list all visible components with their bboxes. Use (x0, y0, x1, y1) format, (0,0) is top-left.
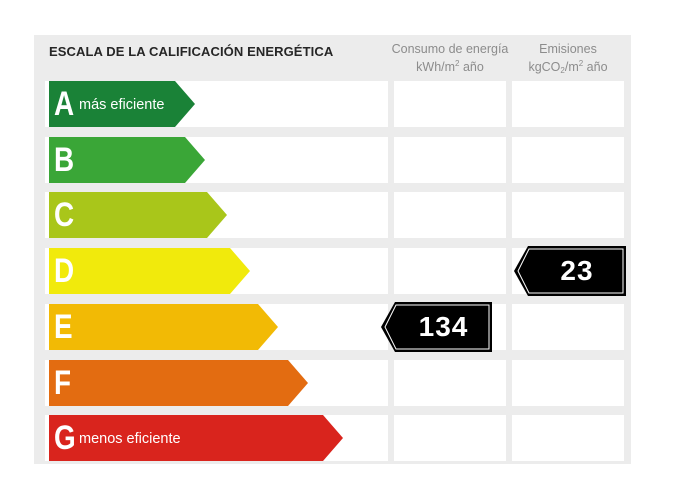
consumo-header-line1: Consumo de energía (391, 42, 509, 56)
consumo-cell-a (394, 81, 506, 127)
consumo-cell-b (394, 137, 506, 183)
emisiones-rating-pointer (514, 246, 626, 296)
emisiones-cell-f (512, 360, 624, 406)
class-e-letter: E (54, 308, 73, 346)
class-f-arrow: F (49, 360, 308, 406)
class-c-arrow-shape (49, 192, 227, 238)
consumo-cell-d (394, 248, 506, 294)
consumo-header-unit: kWh/m2 año (416, 59, 484, 75)
emisiones-cell-b (512, 137, 624, 183)
emisiones-column-header: Emisiones kgCO2/m2 año (509, 40, 627, 76)
emisiones-rating-value: 23 (560, 255, 594, 286)
class-f-letter: F (54, 364, 72, 402)
class-b-arrow-shape (49, 137, 205, 183)
class-b-arrow: B (49, 137, 205, 183)
class-d-letter: D (54, 252, 75, 290)
emisiones-cell-c (512, 192, 624, 238)
consumo-rating-tag: 134 (381, 302, 492, 352)
class-a-letter: A (54, 85, 75, 123)
emisiones-cell-e (512, 304, 624, 350)
class-g-letter: G (54, 419, 76, 457)
class-a-label: más eficiente (79, 97, 165, 113)
class-d-arrow: D (49, 248, 250, 294)
label-title: ESCALA DE LA CALIFICACIÓN ENERGÉTICA (49, 44, 334, 59)
class-c-letter: C (54, 196, 75, 234)
class-e-arrow: E (49, 304, 278, 350)
consumo-rating-value: 134 (418, 311, 469, 342)
class-c-arrow: C (49, 192, 227, 238)
emisiones-rating-tag: 23 (514, 246, 626, 296)
class-d-arrow-shape (49, 248, 250, 294)
consumo-cell-f (394, 360, 506, 406)
class-g-label: menos eficiente (79, 431, 181, 447)
consumo-cell-c (394, 192, 506, 238)
emisiones-header-unit: kgCO2/m2 año (528, 59, 608, 75)
class-e-arrow-shape (49, 304, 278, 350)
consumo-column-header: Consumo de energía kWh/m2 año (391, 40, 509, 76)
emisiones-cell-g (512, 415, 624, 461)
consumo-cell-g (394, 415, 506, 461)
emisiones-cell-a (512, 81, 624, 127)
class-b-letter: B (54, 141, 75, 179)
class-a-arrow-shape (49, 81, 195, 127)
class-g-arrow-shape (49, 415, 343, 461)
emisiones-header-line1: Emisiones (539, 42, 597, 56)
consumo-rating-pointer (381, 302, 492, 352)
class-f-arrow-shape (49, 360, 308, 406)
